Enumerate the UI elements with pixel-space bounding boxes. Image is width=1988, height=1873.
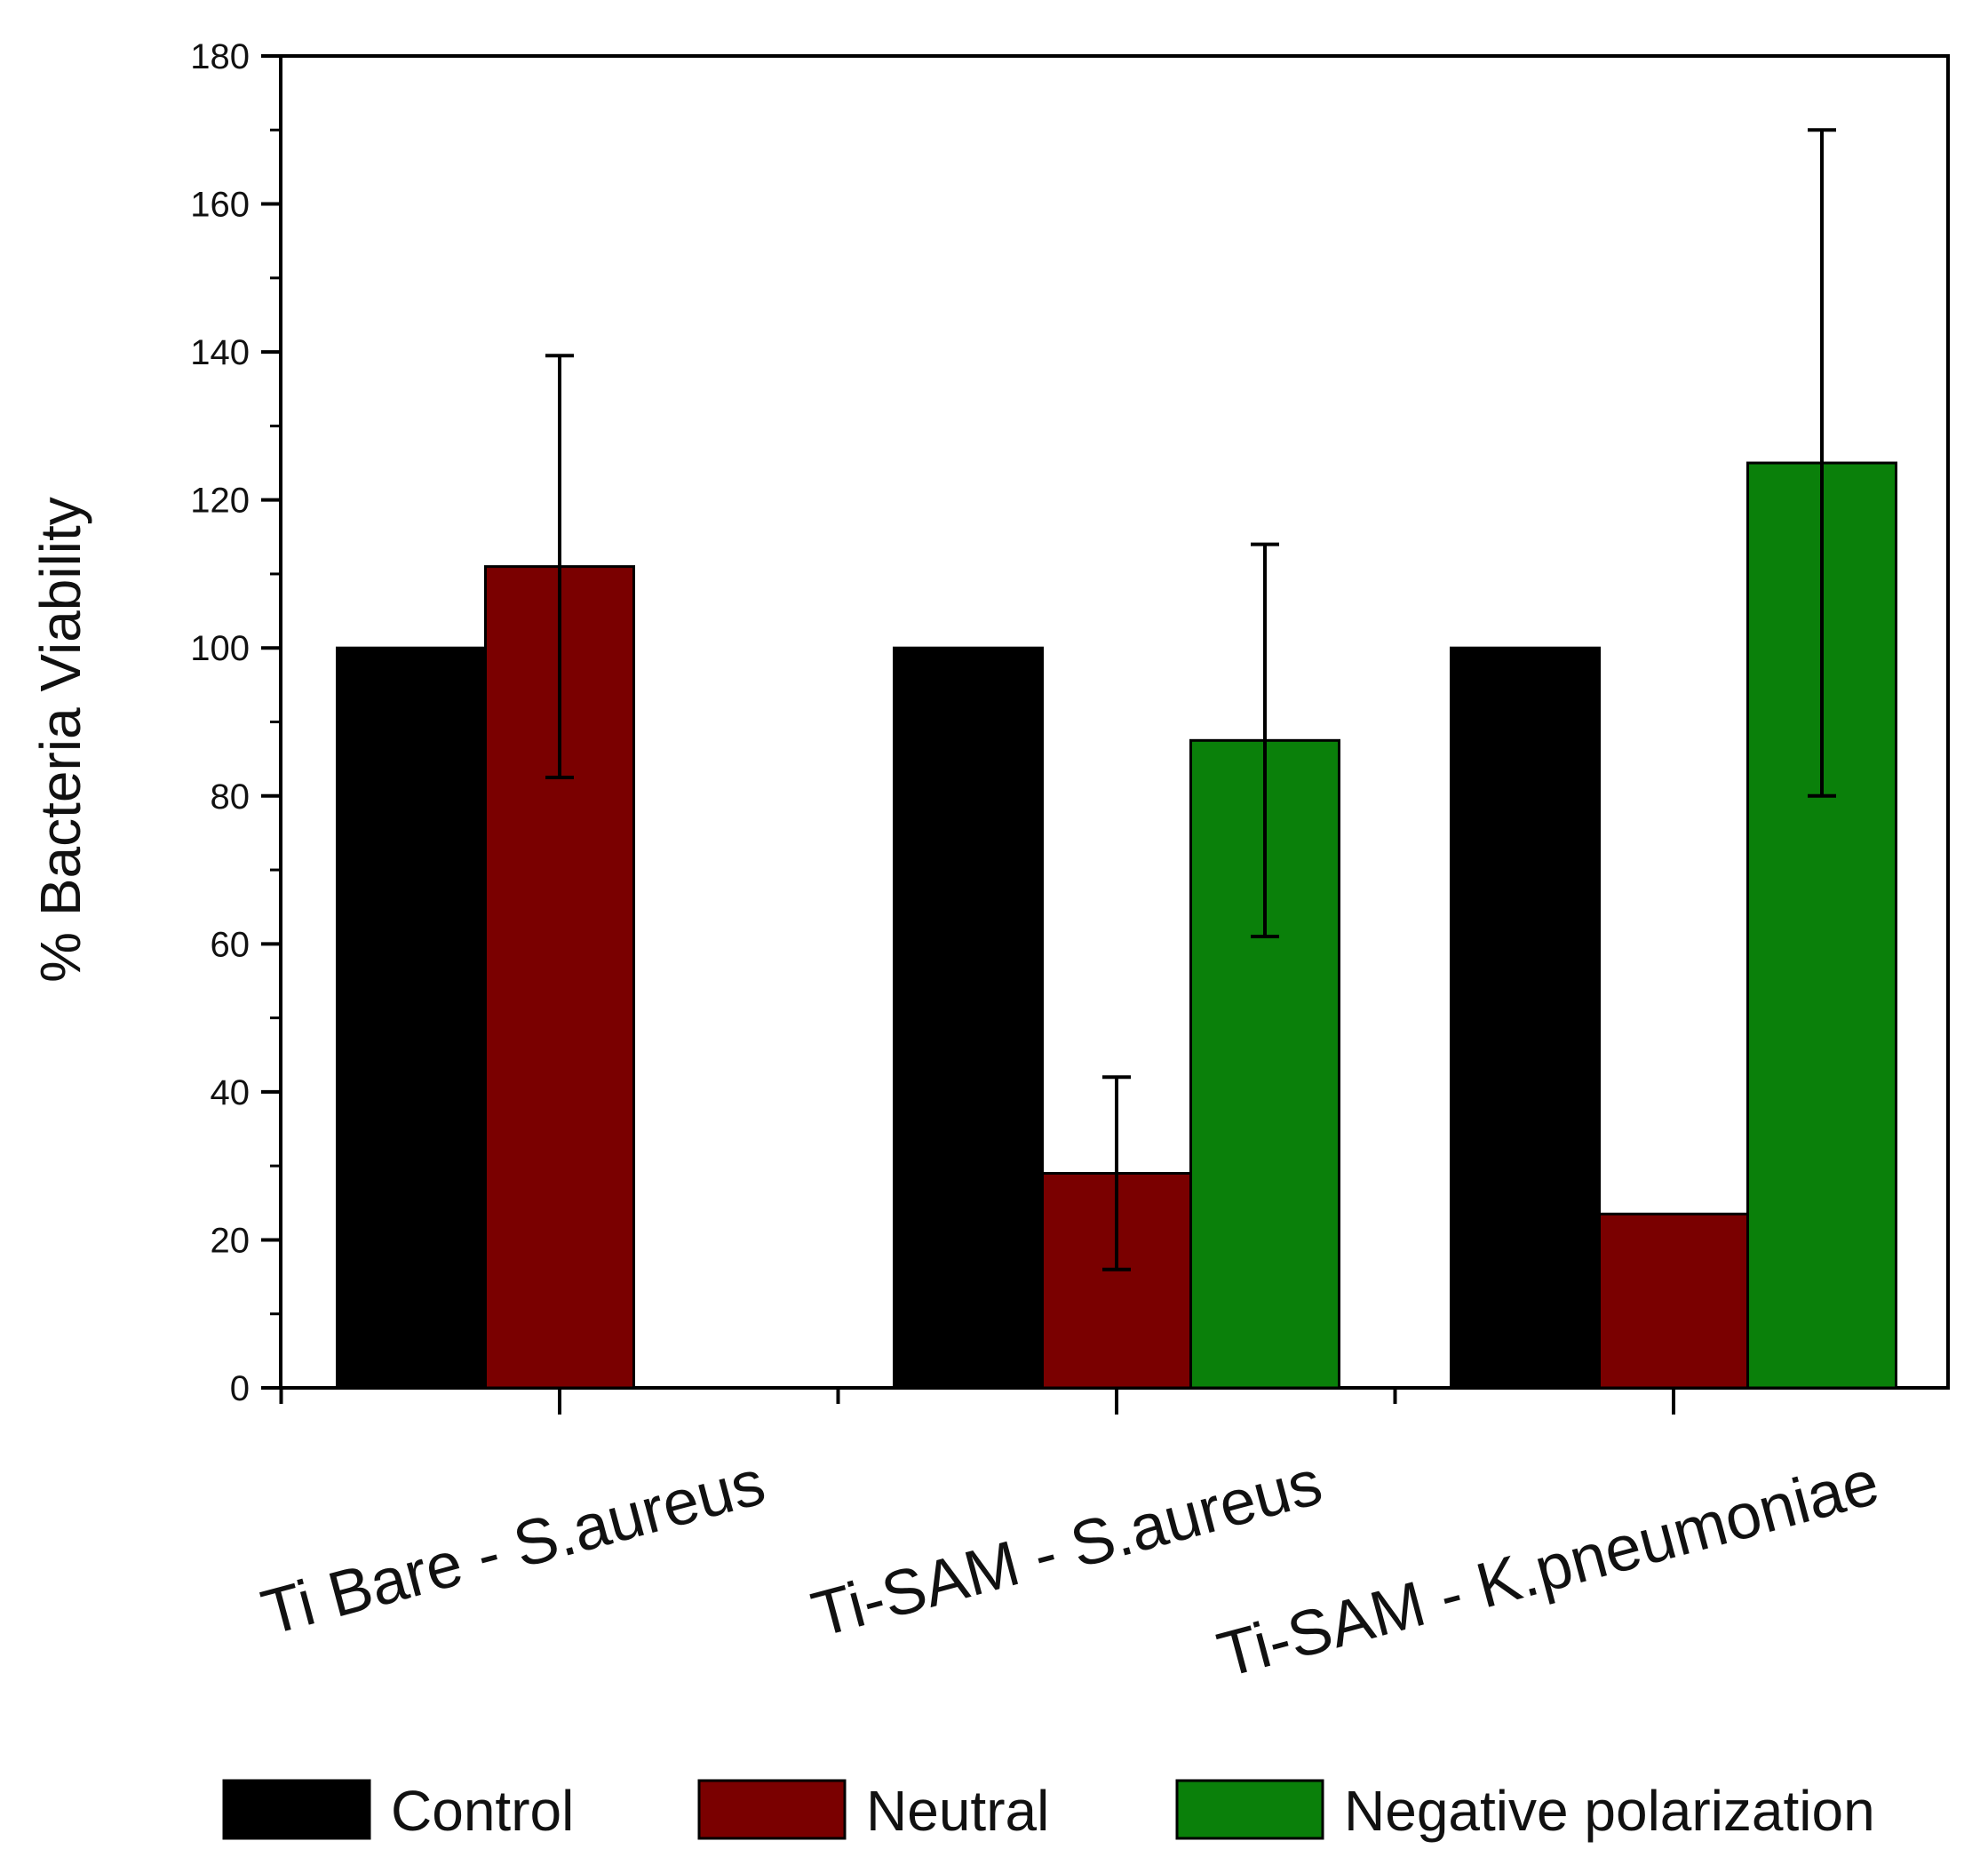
y-tick-label: 40 xyxy=(211,1073,250,1112)
y-tick-label: 180 xyxy=(190,37,250,76)
y-axis-title: % Bacteria Viability xyxy=(28,497,92,983)
y-tick-label: 120 xyxy=(190,482,250,521)
bar-control xyxy=(893,646,1044,1390)
legend: Control Neutral Negative polarization xyxy=(222,1779,1875,1843)
legend-label: Neutral xyxy=(866,1779,1049,1843)
x-category-label: Ti Bare - S.aureus xyxy=(255,1447,772,1649)
bar-control xyxy=(336,646,487,1390)
x-axis: Ti Bare - S.aureus Ti-SAM - S.aureusTi-SA… xyxy=(255,1388,1886,1692)
legend-swatch xyxy=(222,1779,371,1840)
error-bars xyxy=(545,128,1836,1271)
y-tick-label: 60 xyxy=(211,925,250,964)
y-tick-label: 140 xyxy=(190,333,250,372)
legend-label: Control xyxy=(391,1779,574,1843)
bar-control xyxy=(1450,646,1601,1390)
legend-label: Negative polarization xyxy=(1344,1779,1875,1843)
y-tick-label: 20 xyxy=(211,1221,250,1260)
y-tick-label: 100 xyxy=(190,629,250,668)
y-tick-label: 160 xyxy=(190,186,250,225)
bars xyxy=(336,461,1897,1390)
y-tick-label: 0 xyxy=(230,1369,250,1408)
bar-neutral xyxy=(1598,1212,1749,1390)
legend-swatch xyxy=(697,1779,847,1840)
legend-swatch xyxy=(1175,1779,1324,1840)
y-tick-label: 80 xyxy=(211,777,250,817)
y-axis: 0 20 40 60 80 100 120 140 160 180 xyxy=(190,37,281,1408)
